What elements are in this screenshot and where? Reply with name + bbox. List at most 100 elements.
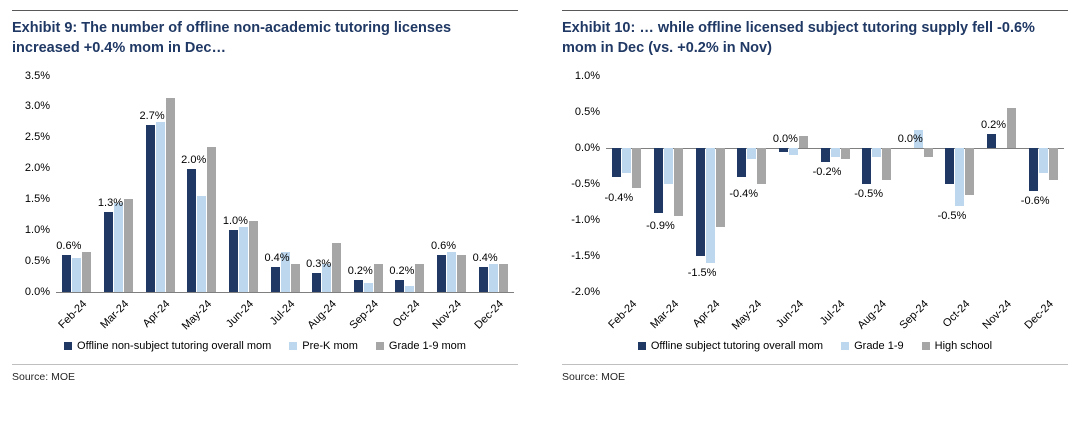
exhibit-9-top-rule [12, 10, 518, 11]
x-tick-label: Oct-24 [390, 298, 423, 330]
x-tick-label: Feb-24 [606, 298, 640, 332]
bar-oct-24-s0 [395, 279, 405, 292]
bar-value-label: -0.2% [812, 166, 842, 179]
bar-nov-24-s2 [1007, 108, 1017, 148]
bar-jul-24-s2 [290, 264, 300, 292]
x-tick-label: Dec-24 [1022, 298, 1056, 332]
legend-item: Pre-K mom [289, 340, 358, 352]
bar-value-label: -0.4% [604, 191, 634, 204]
bar-sep-24-s2 [923, 148, 933, 157]
legend-label: Grade 1-9 mom [388, 340, 466, 352]
bar-value-label: -1.5% [687, 267, 717, 280]
x-tick-label: Nov-24 [980, 298, 1015, 332]
bar-may-24-s0 [737, 148, 747, 177]
bar-mar-24-s2 [673, 148, 683, 217]
bar-value-label: 1.3% [97, 196, 123, 209]
x-tick-label: Jun-24 [223, 298, 256, 331]
bar-may-24-s1 [747, 148, 757, 159]
x-tick-label: Aug-24 [855, 298, 890, 332]
y-tick-label: 3.5% [24, 69, 50, 82]
bar-value-label: 0.6% [56, 239, 82, 252]
y-tick-label: 3.0% [24, 100, 50, 113]
y-tick-label: 0.0% [24, 285, 50, 298]
bar-value-label: -0.5% [854, 188, 883, 200]
bar-apr-24-s2 [165, 97, 175, 292]
bar-aug-24-s2 [332, 242, 342, 292]
bar-value-label: -0.5% [937, 209, 967, 222]
y-tick-label: 1.0% [574, 69, 600, 82]
y-tick-label: -1.5% [571, 249, 600, 262]
bar-dec-24-s1 [1038, 148, 1048, 174]
x-tick-label: Apr-24 [690, 298, 723, 330]
bar-value-label: 0.4% [472, 252, 498, 265]
bar-aug-24-s2 [882, 148, 892, 181]
bar-dec-24-s1 [488, 264, 498, 292]
exhibit-10-chart: 1.0% 0.5% 0.0% -0.5% -1.0% -1.5% -2.0% -0.4% Feb… [562, 68, 1068, 340]
bar-oct-24-s1 [955, 148, 965, 206]
bar-value-label: 0.6% [430, 239, 457, 252]
bar-oct-24-s0 [945, 148, 955, 184]
bar-value-label: 0.2% [347, 264, 373, 277]
exhibit-9-chart: 3.5% 3.0% 2.5% 2.0% 1.5% 1.0% 0.5% 0.0% 0.6% Feb-… [12, 68, 518, 340]
bar-may-24-s0 [187, 168, 197, 292]
x-tick-label: Dec-24 [472, 298, 506, 332]
bar-dec-24-s2 [498, 264, 508, 292]
exhibit-9-source-rule [12, 364, 518, 365]
legend-item: Grade 1-9 mom [375, 340, 466, 352]
x-tick-label: Nov-24 [430, 298, 465, 332]
bar-aug-24-s0 [312, 273, 322, 292]
exhibit-10-title: Exhibit 10: … while offline licensed sub… [562, 20, 1035, 56]
legend-label: Pre-K mom [302, 340, 358, 352]
bar-may-24-s2 [207, 146, 217, 292]
legend-label: High school [934, 340, 993, 352]
bar-mar-24-s2 [123, 199, 133, 292]
bar-aug-24-s1 [872, 148, 882, 157]
bar-jul-24-s1 [280, 251, 290, 292]
x-tick-label: Jun-24 [773, 298, 806, 331]
bar-jun-24-s0 [228, 230, 238, 292]
x-tick-label: Sep-24 [897, 298, 931, 332]
bar-feb-24-s2 [632, 148, 642, 188]
bar-sep-24-s1 [363, 282, 373, 292]
bar-feb-24-s1 [72, 258, 82, 292]
bar-jun-24-s2 [248, 221, 258, 292]
bar-mar-24-s1 [113, 202, 123, 292]
y-tick-label: 0.5% [574, 105, 600, 118]
bar-value-label: 0.2% [980, 118, 1007, 131]
bar-value-label: 1.0% [222, 215, 248, 228]
exhibit-9-title: Exhibit 9: The number of offline non-aca… [12, 20, 452, 56]
bar-value-label: 2.7% [139, 110, 165, 123]
legend-item: Offline subject tutoring overall mom [637, 340, 823, 352]
bar-value-label: -0.4% [729, 188, 759, 200]
bar-feb-24-s0 [612, 148, 622, 177]
bar-feb-24-s0 [62, 254, 72, 292]
exhibit-10-legend: Offline subject tutoring overall mom Grad… [562, 340, 1068, 352]
bar-jul-24-s0 [270, 267, 280, 292]
bar-value-label: 0.4% [264, 252, 290, 265]
bar-oct-24-s2 [965, 148, 975, 195]
bar-value-label: -0.9% [646, 220, 675, 233]
y-tick-label: 1.0% [24, 223, 50, 236]
x-tick-label: Oct-24 [940, 298, 973, 330]
bar-apr-24-s2 [715, 148, 725, 228]
bar-nov-24-s1 [447, 251, 457, 292]
bar-apr-24-s1 [155, 122, 165, 292]
x-tick-label: Feb-24 [56, 298, 90, 332]
bar-aug-24-s0 [862, 148, 872, 184]
x-axis-line [56, 292, 514, 293]
y-tick-label: -1.0% [571, 213, 600, 226]
legend-swatch [375, 342, 384, 350]
report-charts-row: Exhibit 9: The number of offline non-aca… [12, 10, 1068, 383]
bar-sep-24-s1 [913, 130, 923, 148]
y-tick-label: -0.5% [571, 177, 600, 190]
bar-nov-24-s0 [987, 133, 997, 148]
bar-sep-24-s0 [353, 279, 363, 292]
bar-feb-24-s2 [82, 251, 92, 292]
bar-value-label: 0.0% [772, 133, 798, 145]
bar-dec-24-s0 [1028, 148, 1038, 192]
exhibit-10-source: Source: MOE [562, 371, 626, 383]
bar-nov-24-s0 [437, 254, 447, 292]
y-tick-label: 1.5% [24, 192, 50, 205]
x-tick-label: Sep-24 [347, 298, 381, 332]
bar-mar-24-s1 [663, 148, 673, 184]
